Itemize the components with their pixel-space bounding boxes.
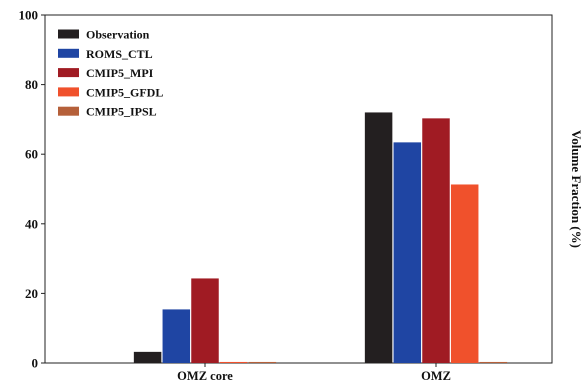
y-tick-label: 80 — [25, 77, 38, 92]
bar-roms-ctl-omz-core — [162, 309, 191, 363]
x-tick-label: OMZ — [421, 369, 451, 383]
bar-cmip5-mpi-omz-core — [191, 278, 219, 363]
legend-swatch — [58, 106, 79, 116]
y-tick-label: 0 — [32, 356, 39, 371]
legend-label: Observation — [86, 28, 150, 42]
legend-label: ROMS_CTL — [86, 47, 153, 61]
bar-cmip5-ipsl-omz-core — [248, 361, 277, 363]
x-axis: OMZ core OMZ — [177, 363, 451, 383]
legend-swatch — [58, 48, 79, 58]
y-tick-label: 60 — [25, 147, 38, 162]
legend-label: CMIP5_IPSL — [86, 105, 157, 119]
bar-cmip5-gfdl-omz-core — [219, 361, 248, 363]
y-axis: 0 20 40 60 80 100 — [19, 8, 45, 371]
bar-roms-ctl-omz — [393, 142, 422, 363]
bar-cmip5-gfdl-omz — [450, 184, 479, 363]
y-tick-label: 40 — [25, 216, 38, 231]
bars — [133, 112, 508, 363]
legend-label: CMIP5_GFDL — [86, 85, 163, 99]
x-tick-label: OMZ core — [177, 369, 233, 383]
legend-swatch — [58, 29, 79, 39]
bar-cmip5-ipsl-omz — [479, 361, 508, 363]
legend-swatch — [58, 87, 79, 97]
bar-observation-omz-core — [133, 351, 162, 363]
plot-frame — [44, 14, 553, 364]
bar-observation-omz — [364, 112, 393, 363]
legend-swatch — [58, 68, 79, 78]
y-axis-title: Volume Fraction (%) — [569, 130, 582, 248]
legend-label: CMIP5_MPI — [86, 66, 154, 80]
y-tick-label: 100 — [19, 8, 39, 23]
bar-cmip5-mpi-omz — [422, 118, 450, 363]
legend: Observation ROMS_CTL CMIP5_MPI CMIP5_GFDL CM… — [58, 28, 163, 119]
y-tick-label: 20 — [25, 286, 38, 301]
